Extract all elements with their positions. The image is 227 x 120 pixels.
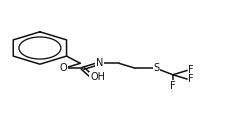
Text: F: F (169, 81, 175, 91)
Text: N: N (96, 58, 103, 68)
Text: O: O (59, 63, 67, 73)
Text: OH: OH (90, 72, 105, 82)
Text: S: S (153, 63, 159, 73)
Text: F: F (188, 65, 193, 75)
Text: F: F (188, 74, 193, 84)
